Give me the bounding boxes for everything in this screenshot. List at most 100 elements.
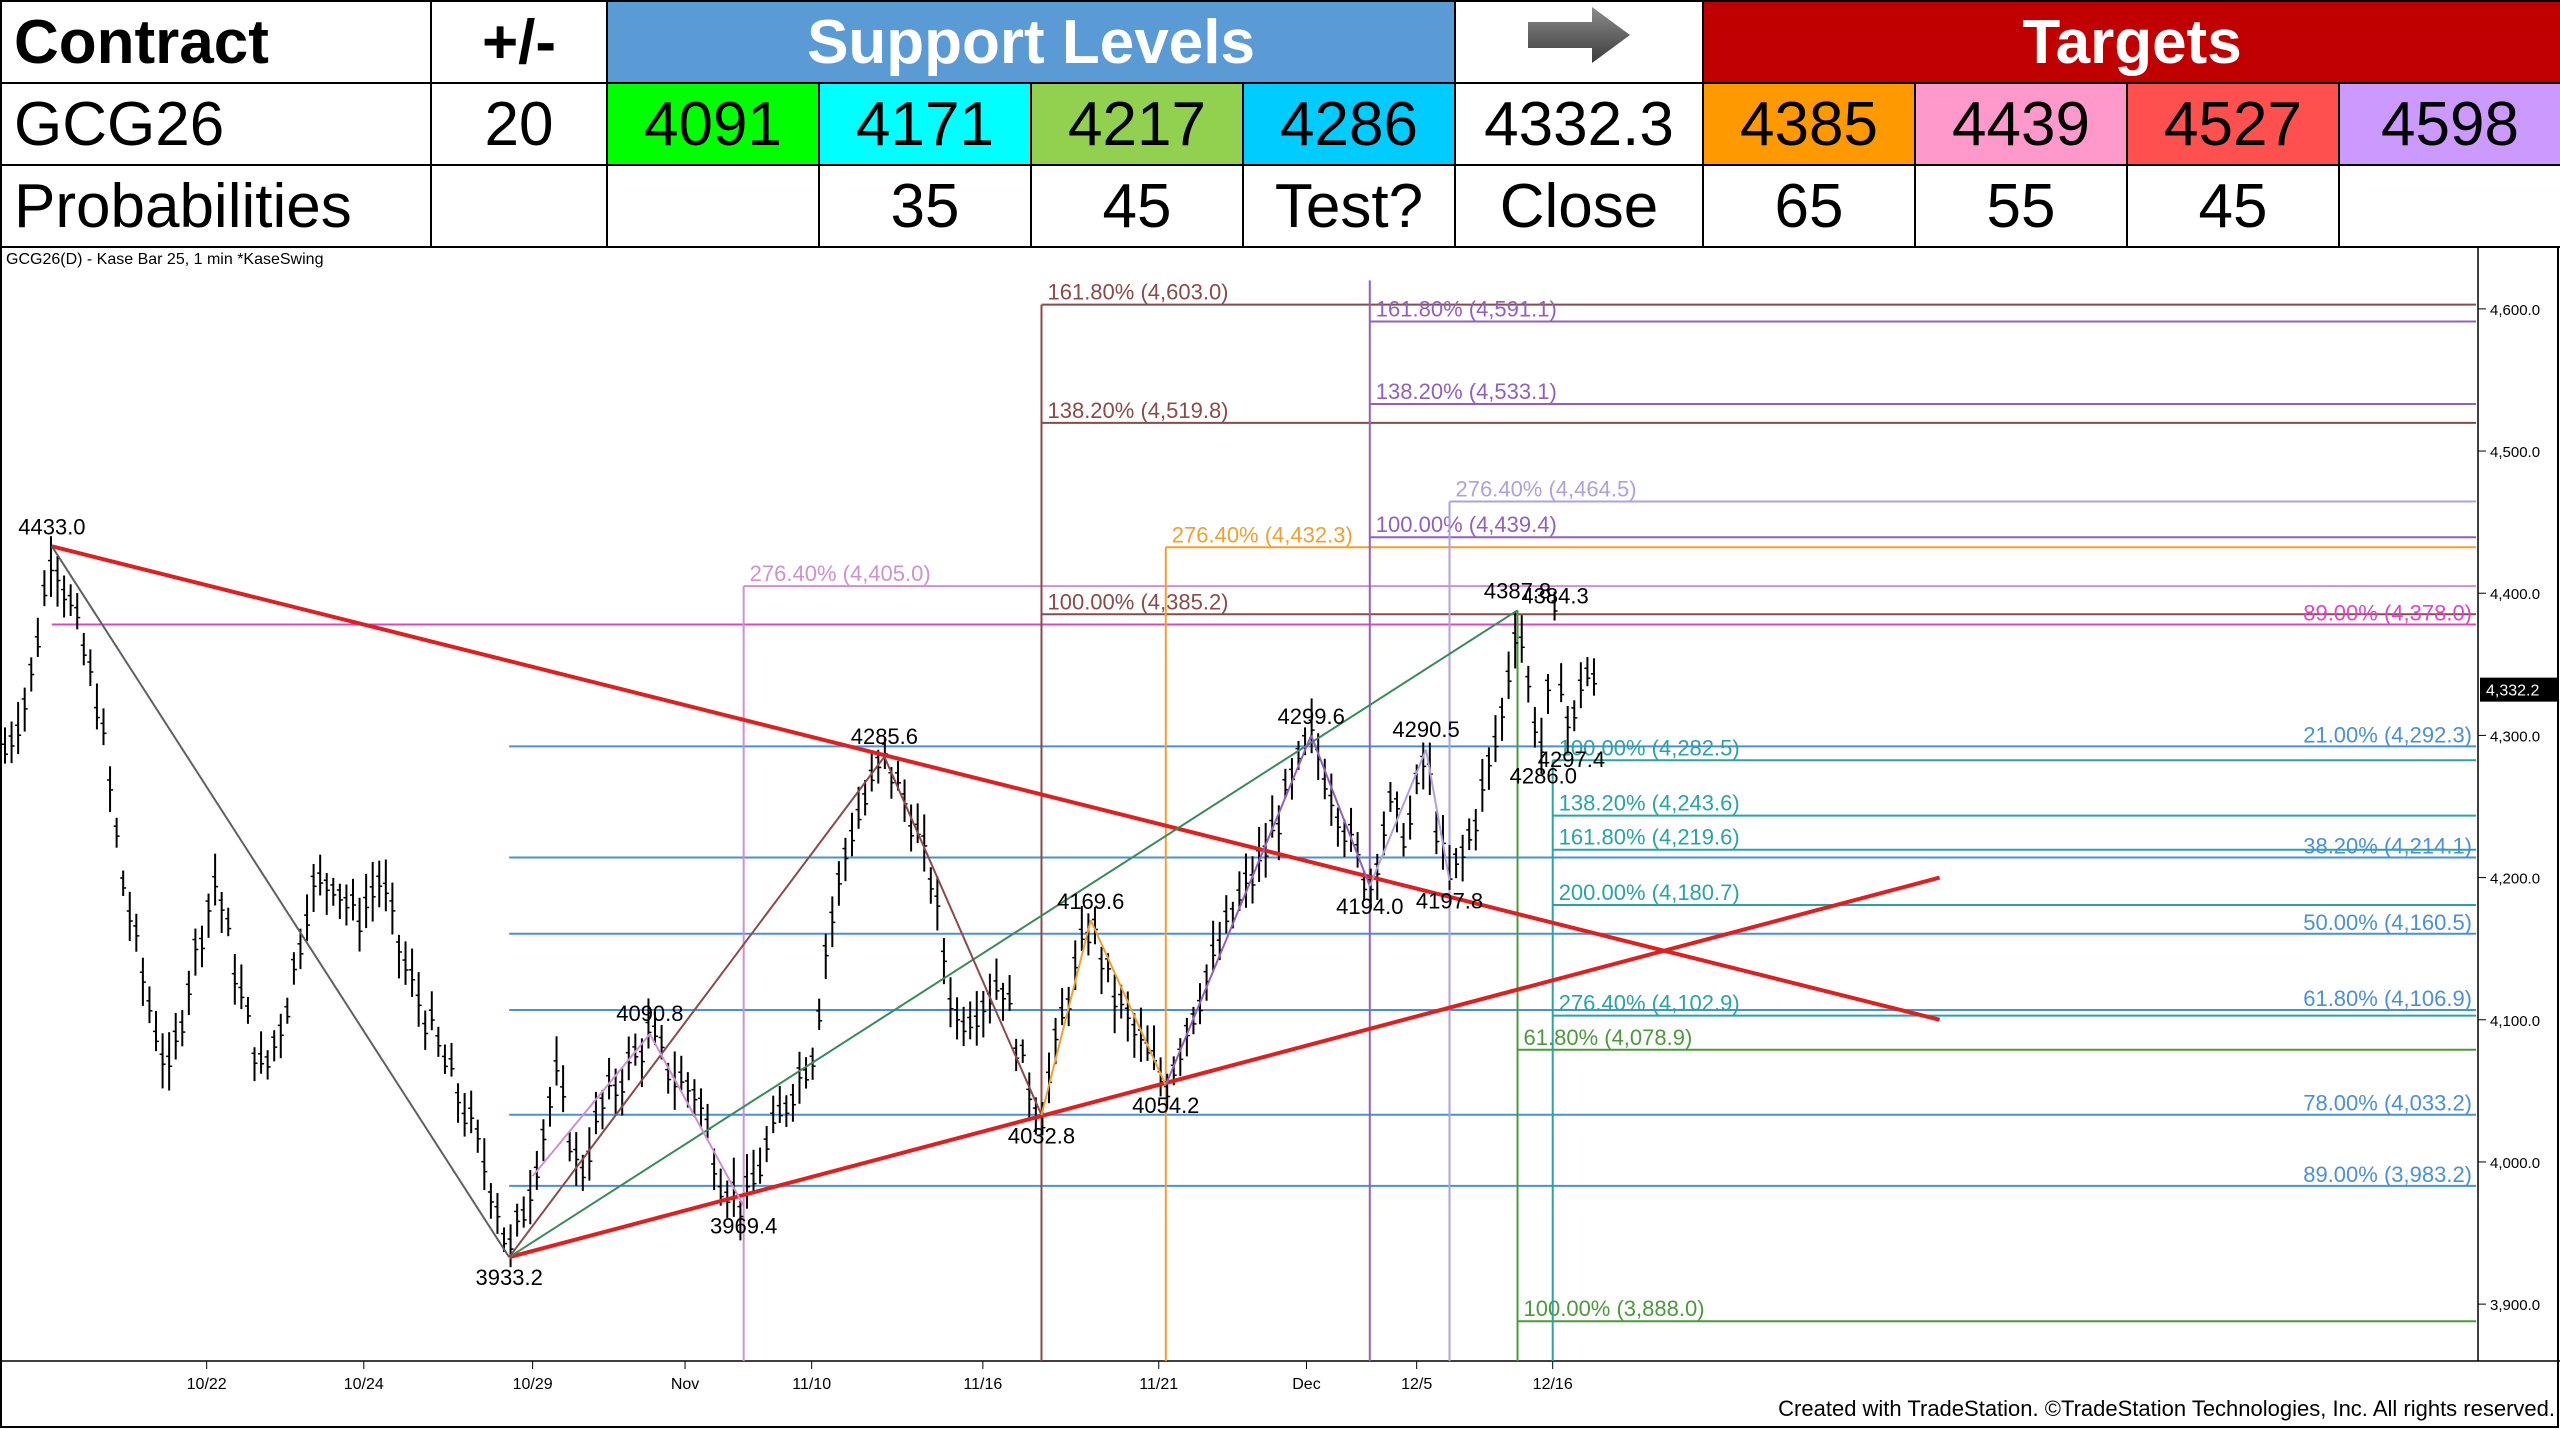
level-label: 138.20% (4,243.6) bbox=[1559, 791, 1740, 816]
trendline-orange-up bbox=[1040, 919, 1092, 1116]
level-label: 38.20% (4,214.1) bbox=[2303, 834, 2472, 859]
x-tick-label: 11/16 bbox=[963, 1376, 1002, 1393]
level-label: 276.40% (4,432.3) bbox=[1172, 522, 1353, 547]
probabilities-empty bbox=[430, 164, 608, 248]
level-label: 89.00% (4,378.0) bbox=[2303, 601, 2472, 626]
plusminus-header: +/- bbox=[430, 0, 608, 84]
trendline-orange-down bbox=[1089, 919, 1167, 1086]
trendline-purple-up bbox=[1164, 735, 1313, 1086]
contract-symbol: GCG26 bbox=[0, 82, 432, 166]
support-level-1: 4091 bbox=[606, 82, 820, 166]
target-prob-1: 65 bbox=[1702, 164, 1916, 248]
last-price-tag bbox=[2480, 677, 2558, 702]
swing-point-label: 4299.6 bbox=[1278, 704, 1345, 729]
trendline-pink-down bbox=[648, 1033, 745, 1207]
y-tick-label: 4,600.0 bbox=[2490, 302, 2540, 319]
target-level-3: 4527 bbox=[2126, 82, 2340, 166]
x-tick-label: 10/22 bbox=[187, 1376, 227, 1393]
level-label: 276.40% (4,405.0) bbox=[750, 561, 931, 586]
swing-point-label: 4297.4 bbox=[1538, 747, 1605, 772]
support-prob-3: 45 bbox=[1030, 164, 1244, 248]
level-label: 161.80% (4,603.0) bbox=[1047, 280, 1228, 305]
trendline-red-upper bbox=[51, 544, 1941, 1022]
level-label: 138.20% (4,533.1) bbox=[1376, 379, 1557, 404]
trendline-gray-down bbox=[51, 545, 511, 1258]
probabilities-label: Probabilities bbox=[0, 164, 432, 248]
level-label: 61.80% (4,106.9) bbox=[2303, 986, 2472, 1011]
swing-point-label: 4194.0 bbox=[1336, 894, 1403, 919]
target-level-1: 4385 bbox=[1702, 82, 1916, 166]
level-label: 161.80% (4,219.6) bbox=[1559, 825, 1740, 850]
trendline-red-lower bbox=[508, 875, 1941, 1260]
swing-point-label: 4286.0 bbox=[1510, 763, 1577, 788]
x-tick-label: 10/24 bbox=[344, 1376, 384, 1393]
support-level-2: 4171 bbox=[818, 82, 1032, 166]
level-label: 100.00% (4,385.2) bbox=[1047, 589, 1228, 614]
y-tick-label: 4,300.0 bbox=[2490, 728, 2540, 745]
y-tick-label: 4,000.0 bbox=[2490, 1155, 2540, 1172]
trendline-green-channel bbox=[508, 609, 1519, 1259]
level-label: 200.00% (4,180.7) bbox=[1559, 880, 1740, 905]
swing-point-label: 4433.0 bbox=[18, 514, 85, 539]
trendline-lavender-down bbox=[1425, 749, 1451, 881]
trendline-lavender-up bbox=[1368, 749, 1427, 887]
price-chart: GCG26(D) - Kase Bar 25, 1 min *KaseSwing… bbox=[0, 246, 2560, 1428]
support-levels-header: Support Levels bbox=[606, 0, 1456, 84]
swing-point-label: 4384.3 bbox=[1521, 584, 1588, 609]
y-tick-label: 4,400.0 bbox=[2490, 586, 2540, 603]
trendline-pink-up bbox=[531, 1033, 651, 1177]
swing-point-label: 4169.6 bbox=[1057, 889, 1124, 914]
trendline-brown-up bbox=[508, 756, 886, 1258]
plusminus-value: 20 bbox=[430, 82, 608, 166]
support-prob-2: 35 bbox=[818, 164, 1032, 248]
x-tick-label: 11/21 bbox=[1139, 1376, 1178, 1393]
level-label: 50.00% (4,160.5) bbox=[2303, 910, 2472, 935]
level-label: 276.40% (4,464.5) bbox=[1456, 477, 1637, 502]
level-label: 89.00% (3,983.2) bbox=[2303, 1162, 2472, 1187]
x-tick-label: Nov bbox=[671, 1376, 699, 1393]
copyright-text: Created with TradeStation. ©TradeStation… bbox=[1778, 1396, 2555, 1421]
trendline-purple-down bbox=[1310, 735, 1371, 887]
trendline-brown-down bbox=[883, 756, 1043, 1116]
chart-frame bbox=[0, 246, 2559, 1428]
arrow-right-icon bbox=[1528, 6, 1630, 63]
close-label: Close bbox=[1454, 164, 1704, 248]
target-prob-2: 55 bbox=[1914, 164, 2128, 248]
target-level-2: 4439 bbox=[1914, 82, 2128, 166]
level-label: 161.80% (4,591.1) bbox=[1376, 297, 1557, 322]
y-tick-label: 3,900.0 bbox=[2490, 1297, 2540, 1314]
x-tick-label: 12/16 bbox=[1533, 1376, 1573, 1393]
target-prob-3: 45 bbox=[2126, 164, 2340, 248]
chart-title: GCG26(D) - Kase Bar 25, 1 min *KaseSwing bbox=[6, 251, 323, 268]
support-level-4: 4286 bbox=[1242, 82, 1456, 166]
swing-point-label: 4387.8 bbox=[1484, 579, 1551, 604]
target-prob-4 bbox=[2338, 164, 2560, 248]
swing-point-label: 3969.4 bbox=[710, 1213, 777, 1238]
x-tick-label: 10/29 bbox=[513, 1376, 553, 1393]
last-price-label: 4,332.2 bbox=[2486, 683, 2539, 700]
level-label: 21.00% (4,292.3) bbox=[2303, 722, 2472, 747]
contract-header: Contract bbox=[0, 0, 432, 84]
level-label: 138.20% (4,519.8) bbox=[1047, 398, 1228, 423]
level-label: 61.80% (4,078.9) bbox=[1524, 1025, 1693, 1050]
support-prob-4: Test? bbox=[1242, 164, 1456, 248]
level-label: 100.00% (4,282.5) bbox=[1559, 735, 1740, 760]
y-tick-label: 4,200.0 bbox=[2490, 871, 2540, 888]
level-label: 100.00% (3,888.0) bbox=[1524, 1296, 1705, 1321]
y-tick-label: 4,100.0 bbox=[2490, 1013, 2540, 1030]
swing-point-label: 3933.2 bbox=[476, 1265, 543, 1290]
swing-point-label: 4032.8 bbox=[1008, 1123, 1075, 1148]
swing-point-label: 4054.2 bbox=[1132, 1093, 1199, 1118]
x-tick-label: Dec bbox=[1292, 1376, 1320, 1393]
swing-point-label: 4090.8 bbox=[616, 1001, 683, 1026]
close-price: 4332.3 bbox=[1454, 82, 1704, 166]
support-prob-1 bbox=[606, 164, 820, 248]
level-label: 100.00% (4,439.4) bbox=[1376, 512, 1557, 537]
x-tick-label: 12/5 bbox=[1401, 1376, 1432, 1393]
target-level-4: 4598 bbox=[2338, 82, 2560, 166]
y-tick-label: 4,500.0 bbox=[2490, 444, 2540, 461]
arrow-cell bbox=[1454, 0, 1704, 84]
swing-point-label: 4285.6 bbox=[851, 724, 918, 749]
level-label: 78.00% (4,033.2) bbox=[2303, 1091, 2472, 1116]
level-label: 276.40% (4,102.9) bbox=[1559, 991, 1740, 1016]
